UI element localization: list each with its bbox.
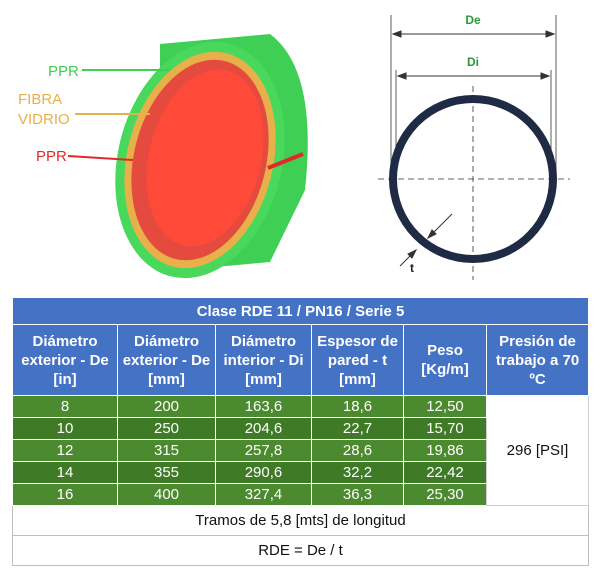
de-label: De	[465, 13, 481, 27]
cell-de-mm: 250	[117, 417, 216, 440]
cell-espesor: 28,6	[311, 439, 404, 462]
cell-di-mm: 204,6	[215, 417, 312, 440]
cell-espesor: 32,2	[311, 461, 404, 484]
header-espesor: Espesor de pared - t [mm]	[311, 324, 404, 396]
cell-de-in: 16	[12, 483, 118, 506]
cell-peso: 15,70	[403, 417, 487, 440]
header-de-mm: Diámetro exterior - De [mm]	[117, 324, 216, 396]
t-label: t	[410, 261, 414, 275]
cell-di-mm: 290,6	[215, 461, 312, 484]
ppr-outer-label: PPR	[48, 63, 79, 80]
di-label: Di	[467, 55, 479, 69]
table-row: 12 315 257,8 28,6 19,86	[12, 439, 589, 462]
cell-peso: 19,86	[403, 439, 487, 462]
cell-de-mm: 355	[117, 461, 216, 484]
table-row: 10 250 204,6 22,7 15,70	[12, 417, 589, 440]
cell-espesor: 22,7	[311, 417, 404, 440]
cell-espesor: 18,6	[311, 395, 404, 418]
cell-de-in: 10	[12, 417, 118, 440]
cell-de-in: 14	[12, 461, 118, 484]
cell-presion: 296 [PSI]	[486, 395, 589, 506]
cell-de-mm: 400	[117, 483, 216, 506]
fibra-vidrio-label: FIBRA VIDRIO	[18, 90, 70, 130]
table-row: 8 200 163,6 18,6 12,50 296 [PSI]	[12, 395, 589, 506]
header-di-mm: Diámetro interior - Di [mm]	[215, 324, 312, 396]
table-row: 16 400 327,4 36,3 25,30	[12, 483, 589, 506]
header-peso: Peso [Kg/m]	[403, 324, 487, 396]
cell-di-mm: 327,4	[215, 483, 312, 506]
cell-di-mm: 163,6	[215, 395, 312, 418]
ppr-inner-leader	[67, 155, 134, 161]
cell-peso: 25,30	[403, 483, 487, 506]
cross-section-drawing	[378, 15, 570, 280]
cell-peso: 12,50	[403, 395, 487, 418]
cell-de-mm: 315	[117, 439, 216, 462]
pipe-section-3d	[115, 34, 308, 279]
ppr-inner-label: PPR	[36, 148, 67, 165]
header-de-in: Diámetro exterior - De [in]	[12, 324, 118, 396]
footer-length-note: Tramos de 5,8 [mts] de longitud	[12, 505, 589, 536]
cell-de-in: 8	[12, 395, 118, 418]
cell-espesor: 36,3	[311, 483, 404, 506]
specs-table: Clase RDE 11 / PN16 / Serie 5 Diámetro ex…	[12, 297, 589, 566]
cell-di-mm: 257,8	[215, 439, 312, 462]
cell-peso: 22,42	[403, 461, 487, 484]
footer-rde-formula: RDE = De / t	[12, 535, 589, 566]
table-title: Clase RDE 11 / PN16 / Serie 5	[12, 297, 589, 325]
pipe-illustration: De Di t	[67, 13, 570, 280]
header-presion: Presión de trabajo a 70 ºC	[486, 324, 589, 396]
fibra-label-line2: VIDRIO	[18, 111, 70, 128]
fibra-label-line1: FIBRA	[18, 91, 63, 108]
cell-de-in: 12	[12, 439, 118, 462]
pipe-figure: De Di t PPR FIBRA VIDRIO PPR	[18, 13, 570, 280]
cell-de-mm: 200	[117, 395, 216, 418]
table-row: 14 355 290,6 32,2 22,42	[12, 461, 589, 484]
